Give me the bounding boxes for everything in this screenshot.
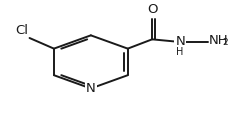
Text: N: N	[175, 35, 185, 48]
Text: NH: NH	[209, 34, 228, 47]
Text: O: O	[147, 3, 157, 16]
Text: 2: 2	[222, 38, 228, 47]
Text: Cl: Cl	[15, 24, 28, 37]
Text: H: H	[176, 47, 184, 57]
Text: N: N	[86, 82, 96, 95]
